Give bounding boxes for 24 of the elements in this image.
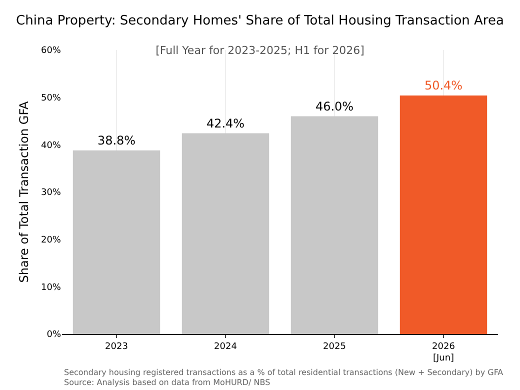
chart-title: China Property: Secondary Homes' Share of Total Housing Transaction Area [16,14,504,29]
y-axis-title: Share of Total Transaction GFA [17,100,31,283]
y-tick-label: 10% [40,282,62,293]
bar [400,95,488,334]
y-tick-label: 50% [40,93,62,104]
x-tick-label: 2024 [214,342,238,352]
data-label: 50.4% [424,78,463,92]
bar [290,116,378,334]
y-tick-label: 0% [46,330,62,340]
data-label: 42.4% [206,116,245,130]
x-tick-label: 2026 [Jun] [432,342,456,364]
chart-subtitle: [Full Year for 2023-2025; H1 for 2026] [156,44,364,57]
x-tick-label: 2025 [323,342,346,352]
y-tick-label: 60% [40,46,62,56]
text: Secondary housing registered transactions as a % of total residential transactions (New + Secondary) by GFA [64,368,504,377]
y-tick-label: 30% [40,188,62,198]
source-note: Source: Analysis based on data from MoHURD/ NBS [64,378,270,387]
bar [72,150,160,334]
data-label: 46.0% [315,99,354,114]
x-tick-label: 2023 [105,342,128,352]
y-tick-label: 40% [40,140,62,151]
data-label: 38.8% [97,133,136,148]
y-tick-label: 20% [40,235,62,246]
bar [182,133,270,334]
